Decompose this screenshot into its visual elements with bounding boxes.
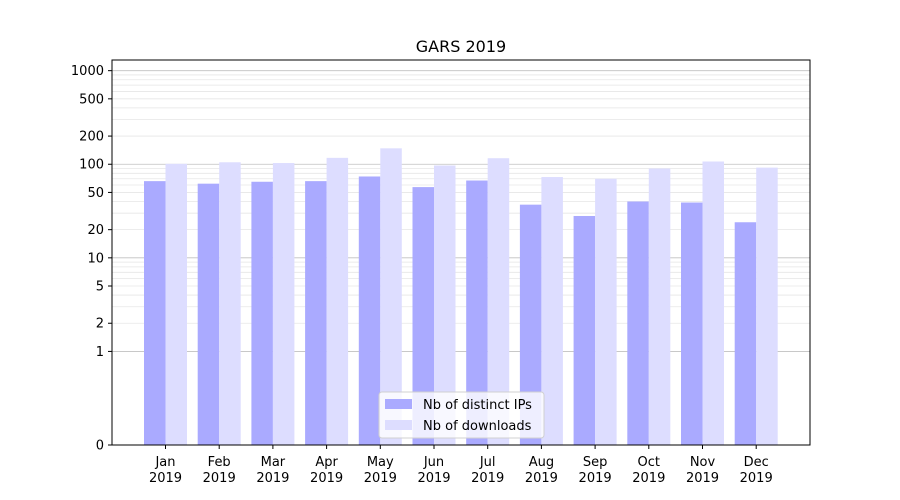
bar-ips-feb bbox=[197, 183, 220, 445]
bar-ips-aug bbox=[519, 204, 542, 445]
chart-title: GARS 2019 bbox=[416, 37, 506, 56]
bar-downloads-may bbox=[380, 148, 402, 446]
x-tick-label-month: Apr bbox=[315, 455, 338, 470]
legend: Nb of distinct IPs Nb of downloads bbox=[378, 391, 545, 439]
bar-downloads-jul bbox=[487, 158, 510, 446]
x-tick-label-year: 2019 bbox=[740, 471, 773, 486]
y-tick-label: 0 bbox=[96, 439, 104, 454]
bar-ips-may bbox=[358, 176, 381, 446]
x-tick-label-month: Sep bbox=[583, 455, 608, 470]
x-tick-label-month: Jul bbox=[479, 455, 496, 470]
x-tick-label-year: 2019 bbox=[579, 471, 612, 486]
x-tick-label-year: 2019 bbox=[417, 471, 450, 486]
y-tick-label: 50 bbox=[87, 186, 104, 201]
legend-swatch-ips bbox=[385, 399, 412, 409]
x-tick-label-year: 2019 bbox=[203, 471, 236, 486]
bar-downloads-dec bbox=[756, 167, 778, 445]
x-tick-label-year: 2019 bbox=[310, 471, 343, 486]
bar-downloads-mar bbox=[272, 163, 295, 445]
x-tick-label-year: 2019 bbox=[364, 471, 397, 486]
bar-ips-nov bbox=[681, 202, 703, 445]
x-tick-label-month: Jan bbox=[154, 455, 175, 470]
legend-swatch-downloads bbox=[385, 420, 412, 430]
y-tick-label: 1 bbox=[96, 345, 104, 360]
bar-ips-jul bbox=[466, 180, 488, 446]
x-tick-label-month: Jun bbox=[423, 455, 444, 470]
x-tick-label-year: 2019 bbox=[471, 471, 504, 486]
x-tick-label-year: 2019 bbox=[686, 471, 719, 486]
bar-downloads-sep bbox=[595, 178, 617, 446]
legend-box bbox=[378, 391, 545, 439]
x-tick-label-year: 2019 bbox=[149, 471, 182, 486]
bar-ips-apr bbox=[305, 181, 327, 445]
x-tick-label-month: Aug bbox=[529, 455, 554, 470]
x-tick-label-year: 2019 bbox=[632, 471, 665, 486]
legend-label-downloads: Nb of downloads bbox=[423, 419, 532, 434]
y-tick-label: 10 bbox=[87, 251, 104, 266]
axes-layer: 01251020501002005001000Jan2019Feb2019Mar… bbox=[71, 59, 811, 486]
y-tick-label: 200 bbox=[79, 130, 104, 145]
bar-downloads-nov bbox=[702, 161, 724, 445]
y-tick-label: 1000 bbox=[71, 64, 104, 79]
x-tick-label-year: 2019 bbox=[525, 471, 558, 486]
y-tick-label: 20 bbox=[87, 223, 104, 238]
x-tick-label-year: 2019 bbox=[256, 471, 289, 486]
plot-frame bbox=[111, 59, 811, 446]
bar-downloads-jun bbox=[434, 165, 456, 446]
bar-downloads-feb bbox=[219, 162, 241, 446]
y-tick-label: 500 bbox=[79, 92, 104, 107]
bar-ips-mar bbox=[251, 181, 273, 446]
bar-ips-oct bbox=[627, 201, 649, 445]
bar-downloads-jan bbox=[165, 163, 187, 445]
x-tick-label-month: Oct bbox=[638, 455, 660, 470]
x-tick-label-month: Mar bbox=[261, 455, 286, 470]
bar-ips-sep bbox=[573, 215, 596, 445]
y-tick-label: 2 bbox=[96, 317, 104, 332]
y-tick-label: 5 bbox=[96, 280, 104, 295]
bar-ips-jun bbox=[412, 187, 434, 445]
bar-ips-dec bbox=[734, 222, 757, 445]
x-tick-label-month: May bbox=[367, 455, 394, 470]
bar-downloads-apr bbox=[326, 157, 349, 446]
bar-downloads-aug bbox=[541, 177, 563, 446]
legend-label-ips: Nb of distinct IPs bbox=[423, 398, 532, 413]
bar-ips-jan bbox=[144, 181, 166, 445]
bar-downloads-oct bbox=[648, 168, 671, 445]
x-tick-label-month: Feb bbox=[208, 455, 231, 470]
x-tick-label-month: Nov bbox=[690, 455, 716, 470]
x-tick-label-month: Dec bbox=[744, 455, 769, 470]
bars-layer bbox=[144, 148, 778, 446]
y-tick-label: 100 bbox=[79, 158, 104, 173]
